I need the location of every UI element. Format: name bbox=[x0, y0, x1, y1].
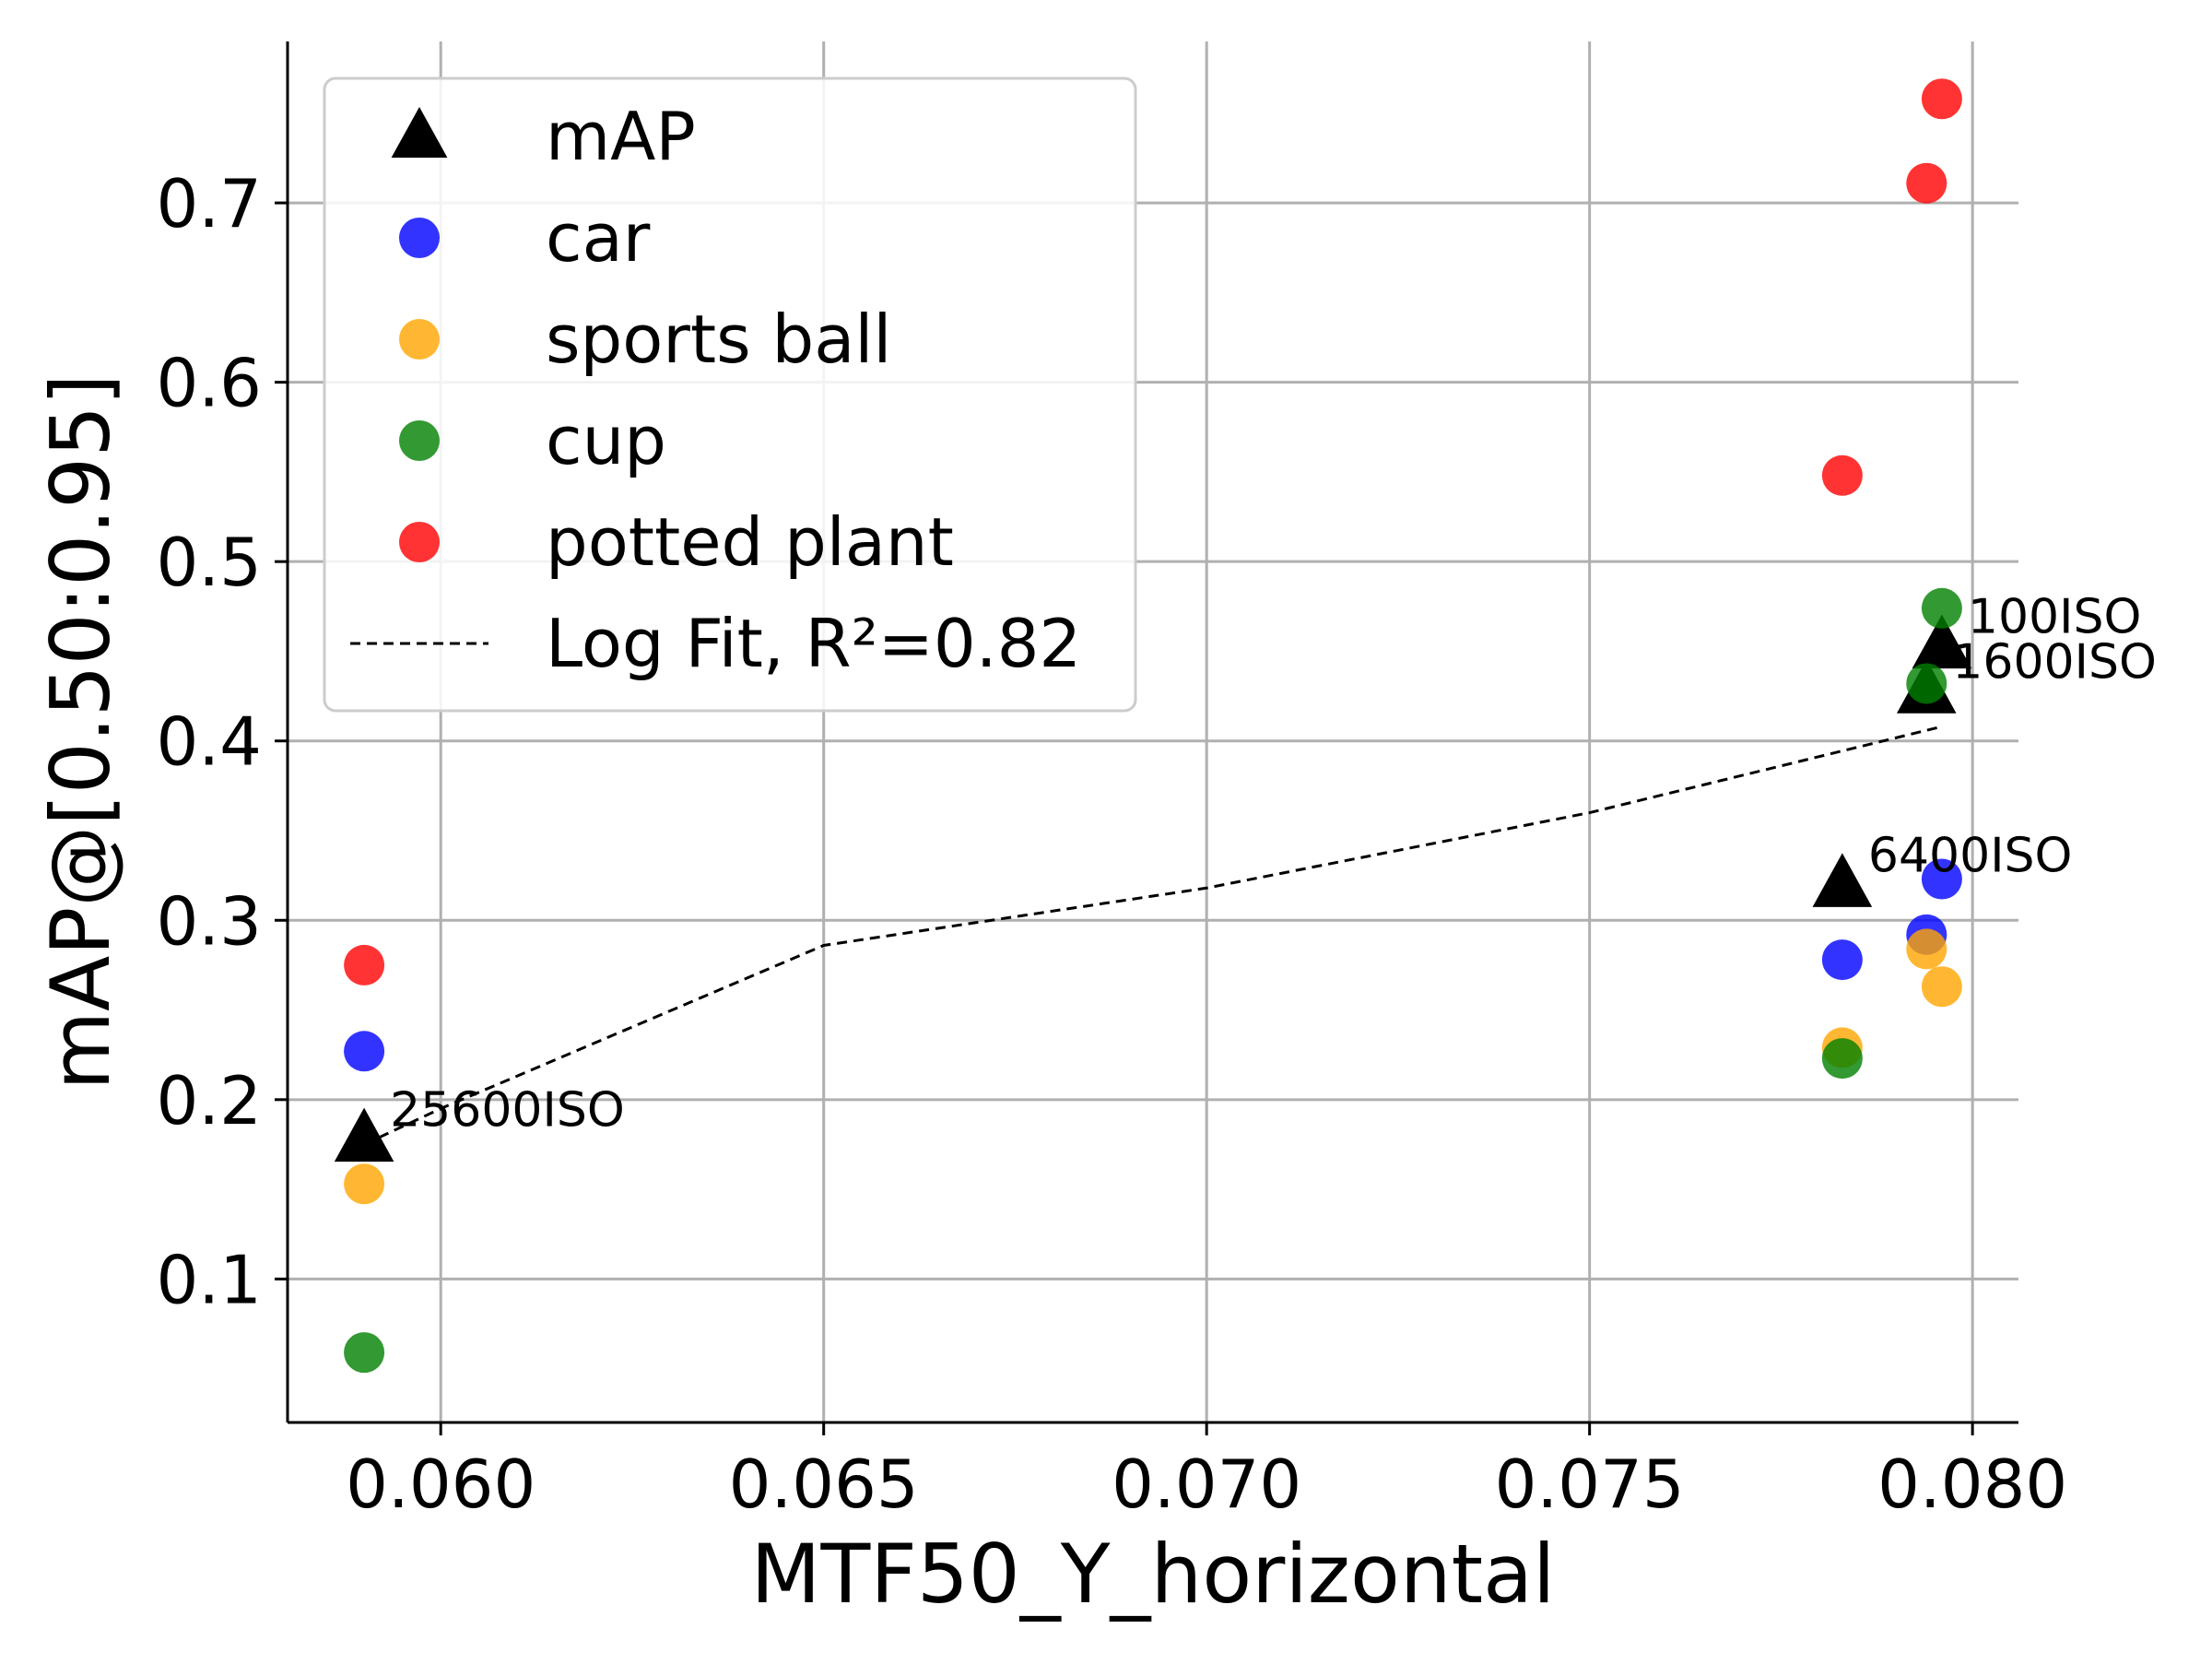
legend-label: car bbox=[546, 199, 651, 277]
x-tick-label: 0.080 bbox=[1877, 1446, 2067, 1523]
point-annotation: 100ISO bbox=[1968, 590, 2142, 645]
log-fit-line bbox=[363, 725, 1943, 1146]
fit-line-layer bbox=[363, 725, 1943, 1146]
x-tick-label: 0.070 bbox=[1112, 1446, 1301, 1523]
potted-plant-point bbox=[1821, 454, 1863, 496]
legend-label: potted plant bbox=[546, 503, 954, 581]
sports-ball-point bbox=[1921, 966, 1962, 1008]
cup-point bbox=[1821, 1038, 1863, 1080]
cup-point bbox=[1906, 663, 1947, 704]
map-point bbox=[334, 1107, 394, 1162]
sports-ball-point bbox=[1906, 928, 1947, 970]
y-tick-label: 0.3 bbox=[156, 882, 262, 960]
legend-marker-circle bbox=[399, 319, 440, 360]
map-point bbox=[1812, 853, 1873, 907]
legend-label: cup bbox=[546, 402, 666, 479]
car-point bbox=[344, 1031, 385, 1072]
car-point bbox=[1821, 939, 1863, 981]
x-tick-label: 0.060 bbox=[346, 1446, 535, 1523]
point-annotation: 6400ISO bbox=[1868, 828, 2073, 883]
y-tick-label: 0.7 bbox=[156, 165, 262, 242]
axes: 0.060 0.065 0.070 0.075 0.080 0.1 0.2 0.3 0.4 0.5… bbox=[156, 41, 2067, 1523]
legend-label: sports ball bbox=[546, 301, 891, 378]
point-annotation: 25600ISO bbox=[390, 1083, 625, 1139]
map-point bbox=[1912, 614, 1972, 669]
sports-ball-point bbox=[344, 1163, 385, 1205]
potted-plant-point bbox=[1921, 78, 1962, 120]
potted-plant-point bbox=[1906, 162, 1947, 204]
legend-label: mAP bbox=[546, 98, 696, 175]
y-axis-title: mAP@[0.50:0.95] bbox=[33, 373, 128, 1090]
x-tick-label: 0.075 bbox=[1495, 1446, 1685, 1523]
y-tick-label: 0.6 bbox=[156, 345, 262, 422]
legend-marker-circle bbox=[399, 218, 440, 258]
car-point bbox=[1921, 858, 1962, 900]
legend-marker-circle bbox=[399, 522, 440, 562]
legend-marker-circle bbox=[399, 420, 440, 461]
legend-marker-triangle bbox=[391, 107, 448, 159]
y-tick-label: 0.1 bbox=[156, 1241, 262, 1318]
x-tick-label: 0.065 bbox=[729, 1446, 919, 1523]
cup-point bbox=[1921, 587, 1962, 629]
potted-plant-point bbox=[344, 944, 385, 985]
y-tick-label: 0.5 bbox=[156, 524, 262, 601]
legend-box bbox=[323, 77, 1137, 713]
y-tick-label: 0.2 bbox=[156, 1062, 262, 1139]
legend[interactable]: mAP car sports ball cup potted plant Log Fit,… bbox=[323, 77, 1137, 713]
y-tick-label: 0.4 bbox=[156, 703, 262, 781]
legend-label: Log Fit, R²=0.82 bbox=[546, 605, 1081, 682]
cup-point bbox=[344, 1332, 385, 1374]
data-points bbox=[334, 78, 1972, 1374]
point-annotation: 1600ISO bbox=[1952, 634, 2157, 690]
x-axis-title: MTF50_Y_horizontal bbox=[751, 1527, 1556, 1622]
